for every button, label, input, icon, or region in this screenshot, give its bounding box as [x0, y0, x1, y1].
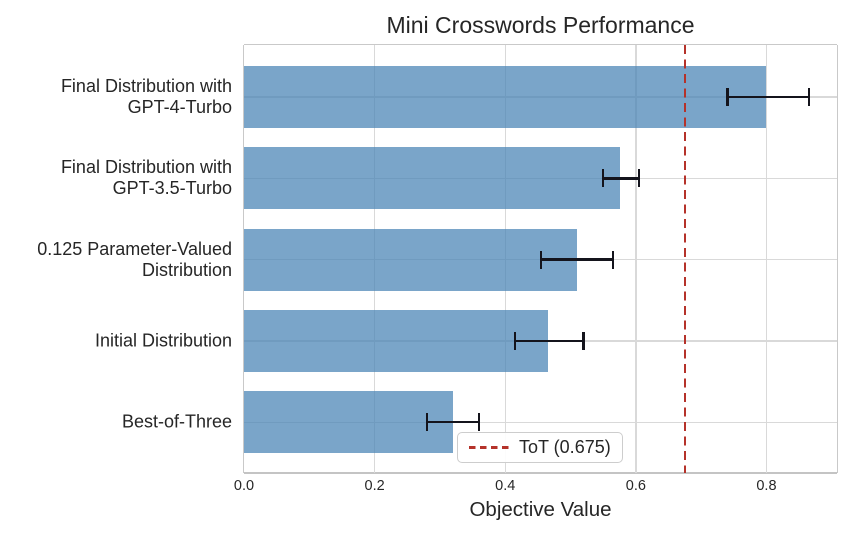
- error-bar-cap-right: [637, 169, 641, 188]
- legend: ToT (0.675): [457, 432, 623, 463]
- x-tick-label: 0.8: [756, 478, 777, 494]
- y-axis-category-line: Best-of-Three: [121, 411, 232, 432]
- y-axis-category-label: Final Distribution with GPT-3.5-Turbo: [0, 157, 232, 199]
- y-axis-category-line: GPT-3.5-Turbo: [112, 178, 232, 199]
- x-tick-label: 0.2: [364, 478, 385, 494]
- y-axis-category-line: Distribution: [141, 259, 232, 280]
- error-bar-cap-right: [611, 250, 615, 269]
- top-spine: [244, 44, 837, 46]
- x-tick-label: 0.0: [233, 478, 255, 494]
- error-bar-cap-left: [725, 88, 729, 106]
- dashed-line-icon: [469, 446, 510, 449]
- right-spine: [836, 45, 838, 473]
- y-axis-category-line: GPT-4-Turbo: [127, 97, 232, 117]
- y-axis-category-line: Initial Distribution: [94, 330, 232, 351]
- y-axis-category-label: 0.125 Parameter-Valued Distribution: [0, 239, 232, 281]
- bar-3: [244, 309, 548, 372]
- y-axis-category-label: Initial Distribution: [0, 330, 232, 351]
- horizontal-gridline: [244, 421, 837, 423]
- chart-title: Mini Crosswords Performance: [386, 12, 695, 38]
- error-bar-cap-left: [601, 169, 605, 188]
- y-axis-category-label: Final Distribution with GPT-4-Turbo: [0, 76, 232, 118]
- left-spine: [243, 45, 245, 473]
- error-bar-cap-right: [477, 413, 481, 432]
- error-bar-line: [603, 177, 640, 180]
- y-axis-category-line: 0.125 Parameter-Valued: [37, 238, 232, 259]
- bottom-spine: [244, 472, 837, 474]
- tot-reference-line: [683, 45, 687, 473]
- bar-2: [244, 228, 578, 291]
- error-bar-cap-right: [582, 331, 585, 350]
- x-axis-label: Objective Value: [469, 498, 612, 521]
- error-bar-cap-right: [807, 88, 811, 106]
- y-axis-category-line: Final Distribution with: [60, 76, 232, 96]
- error-bar-line: [426, 420, 480, 424]
- legend-label: ToT (0.675): [519, 437, 611, 457]
- plot-area: ToT (0.675): [243, 44, 838, 474]
- x-tick-label: 0.4: [495, 478, 516, 494]
- y-axis-category-label: Best-of-Three: [0, 412, 232, 433]
- bar-1: [244, 147, 620, 210]
- error-bar-line: [541, 258, 613, 261]
- error-bar-cap-left: [539, 250, 543, 269]
- x-tick-label: 0.6: [625, 478, 646, 494]
- error-bar-cap-left: [425, 413, 429, 432]
- error-bar-line: [515, 339, 584, 343]
- error-bar-line: [727, 95, 809, 99]
- bar-0: [244, 66, 767, 128]
- bar-4: [244, 391, 453, 454]
- y-axis-category-line: Final Distribution with: [60, 157, 232, 178]
- error-bar-cap-left: [513, 331, 517, 350]
